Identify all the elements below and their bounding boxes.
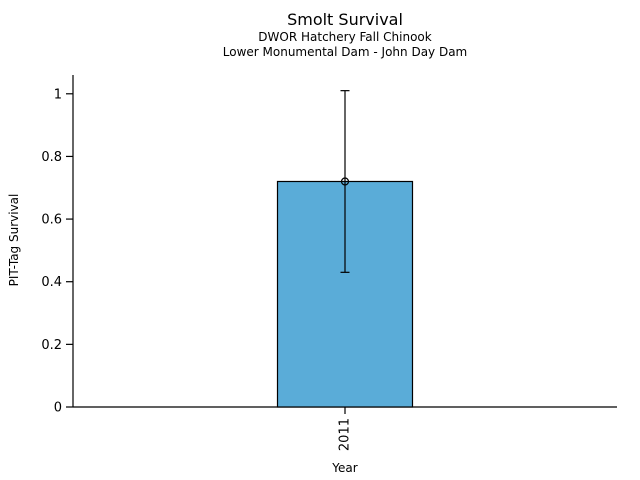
y-tick-label: 0.6 [41,213,62,228]
y-axis-label: PIT-Tag Survival [7,193,21,287]
title-block: Smolt Survival DWOR Hatchery Fall Chinoo… [50,10,640,60]
x-axis-label: Year [332,461,358,475]
data-point-marker [340,177,350,186]
y-tick-label: 0.4 [41,275,62,290]
chart-subtitle-line1: DWOR Hatchery Fall Chinook [258,30,432,44]
chart-title: Smolt Survival [287,10,403,29]
y-tick-label: 0.2 [41,338,62,353]
chart-subtitle-line2: Lower Monumental Dam - John Day Dam [222,45,468,59]
y-tick-label: 1 [54,87,62,102]
x-tick-label: 2011 [338,418,353,451]
y-tick-label: 0 [54,401,62,416]
y-tick-label: 0.8 [41,150,62,165]
